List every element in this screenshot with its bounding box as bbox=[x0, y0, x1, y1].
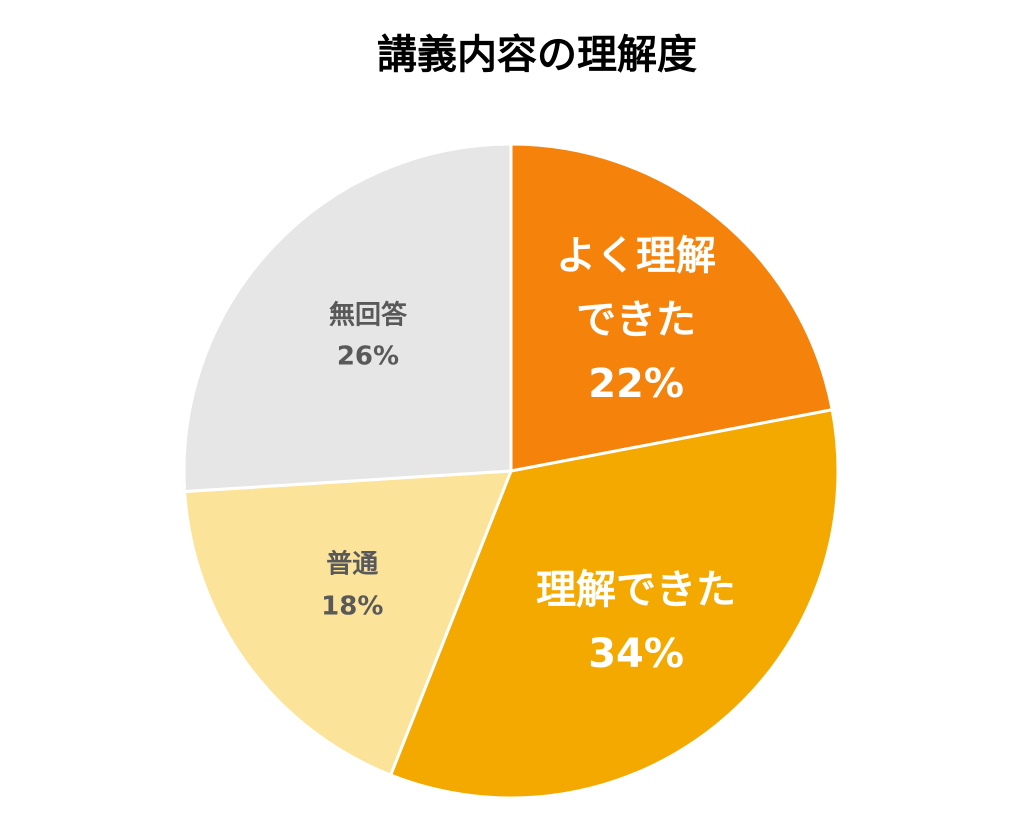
value-label: 22% bbox=[588, 360, 684, 407]
value-label: 26% bbox=[336, 341, 400, 372]
chart-title: 講義内容の理解度 bbox=[377, 32, 697, 78]
slice-label: 理解できた 34% bbox=[509, 558, 764, 686]
pie-slice bbox=[182, 142, 513, 494]
category-label: よく理解できた bbox=[556, 232, 717, 343]
slice-label: よく理解できた 22% bbox=[554, 224, 719, 416]
pie-slice bbox=[183, 469, 514, 777]
category-label: 理解できた bbox=[536, 567, 737, 614]
pie-slice bbox=[509, 142, 834, 473]
category-label: 普通 bbox=[326, 549, 379, 580]
value-label: 34% bbox=[588, 631, 684, 678]
pie-slice bbox=[388, 407, 840, 800]
slice-label: 無回答 26% bbox=[298, 295, 438, 378]
slice-label: 普通 18% bbox=[282, 545, 422, 628]
value-label: 18% bbox=[321, 591, 384, 622]
category-label: 無回答 bbox=[328, 300, 407, 331]
